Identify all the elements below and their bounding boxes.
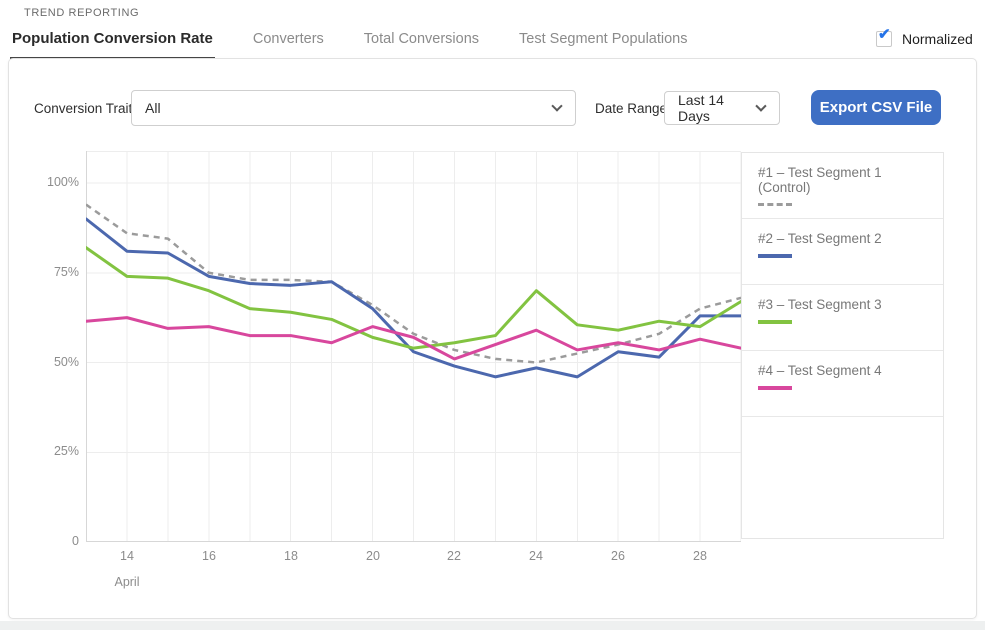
series-line-4 [86,316,741,361]
legend-label: #2 – Test Segment 2 [758,231,882,246]
legend-item-test-segment-2[interactable]: #2 – Test Segment 2 [742,219,943,285]
conversion-trait-label: Conversion Trait [34,101,133,116]
date-range-select[interactable]: Last 14 Days [664,91,780,125]
y-tick-100: 100% [47,175,79,189]
normalized-toggle[interactable]: ✔ Normalized [876,27,973,47]
series-line-3 [86,246,741,350]
conversion-trait-select[interactable]: All [131,90,576,126]
tab-test-segment-populations[interactable]: Test Segment Populations [517,31,689,60]
x-tick-24: 24 [529,549,543,563]
x-tick-16: 16 [202,549,216,563]
x-tick-26: 26 [611,549,625,563]
x-tick-28: 28 [693,549,707,563]
conversion-rate-line-chart[interactable] [86,151,741,542]
tab-converters[interactable]: Converters [251,31,326,60]
checkmark-icon: ✔ [878,26,891,43]
y-tick-25: 25% [53,444,79,458]
normalized-label: Normalized [902,31,973,47]
legend-empty-row [742,417,943,538]
page-title: TREND REPORTING [24,7,140,19]
normalized-checkbox[interactable]: ✔ [876,27,892,47]
chart-legend: #1 – Test Segment 1 (Control) #2 – Test … [741,152,944,539]
x-tick-22: 22 [447,549,461,563]
y-tick-0: 0 [72,534,79,548]
solid-line-swatch [758,386,792,390]
legend-label: #1 – Test Segment 1 (Control) [758,165,882,195]
export-csv-button[interactable]: Export CSV File [811,90,941,125]
x-tick-18: 18 [284,549,298,563]
x-tick-14: 14 [120,549,134,563]
legend-item-test-segment-3[interactable]: #3 – Test Segment 3 [742,285,943,351]
tab-population-conversion-rate[interactable]: Population Conversion Rate [10,30,215,60]
x-tick-20: 20 [366,549,380,563]
chevron-down-icon [551,100,563,112]
date-range-label: Date Range [595,101,668,116]
x-axis-month-label: April [114,575,140,589]
page-bottom-strip [0,621,985,630]
conversion-trait-value: All [145,100,161,116]
date-range-value: Last 14 Days [678,92,724,124]
series-line-2 [86,217,741,379]
legend-item-test-segment-4[interactable]: #4 – Test Segment 4 [742,351,943,417]
tab-total-conversions[interactable]: Total Conversions [362,31,481,60]
series-line-1 [86,203,741,364]
solid-line-swatch [758,254,792,258]
tab-bar: Population Conversion Rate Converters To… [10,30,690,60]
legend-label: #4 – Test Segment 4 [758,363,882,378]
trend-report-panel: Conversion Trait All Date Range Last 14 … [8,58,977,619]
dashed-line-swatch [758,203,792,206]
legend-item-test-segment-1[interactable]: #1 – Test Segment 1 (Control) [742,153,943,219]
y-tick-50: 50% [53,355,79,369]
y-tick-75: 75% [53,265,79,279]
legend-label: #3 – Test Segment 3 [758,297,882,312]
solid-line-swatch [758,320,792,324]
